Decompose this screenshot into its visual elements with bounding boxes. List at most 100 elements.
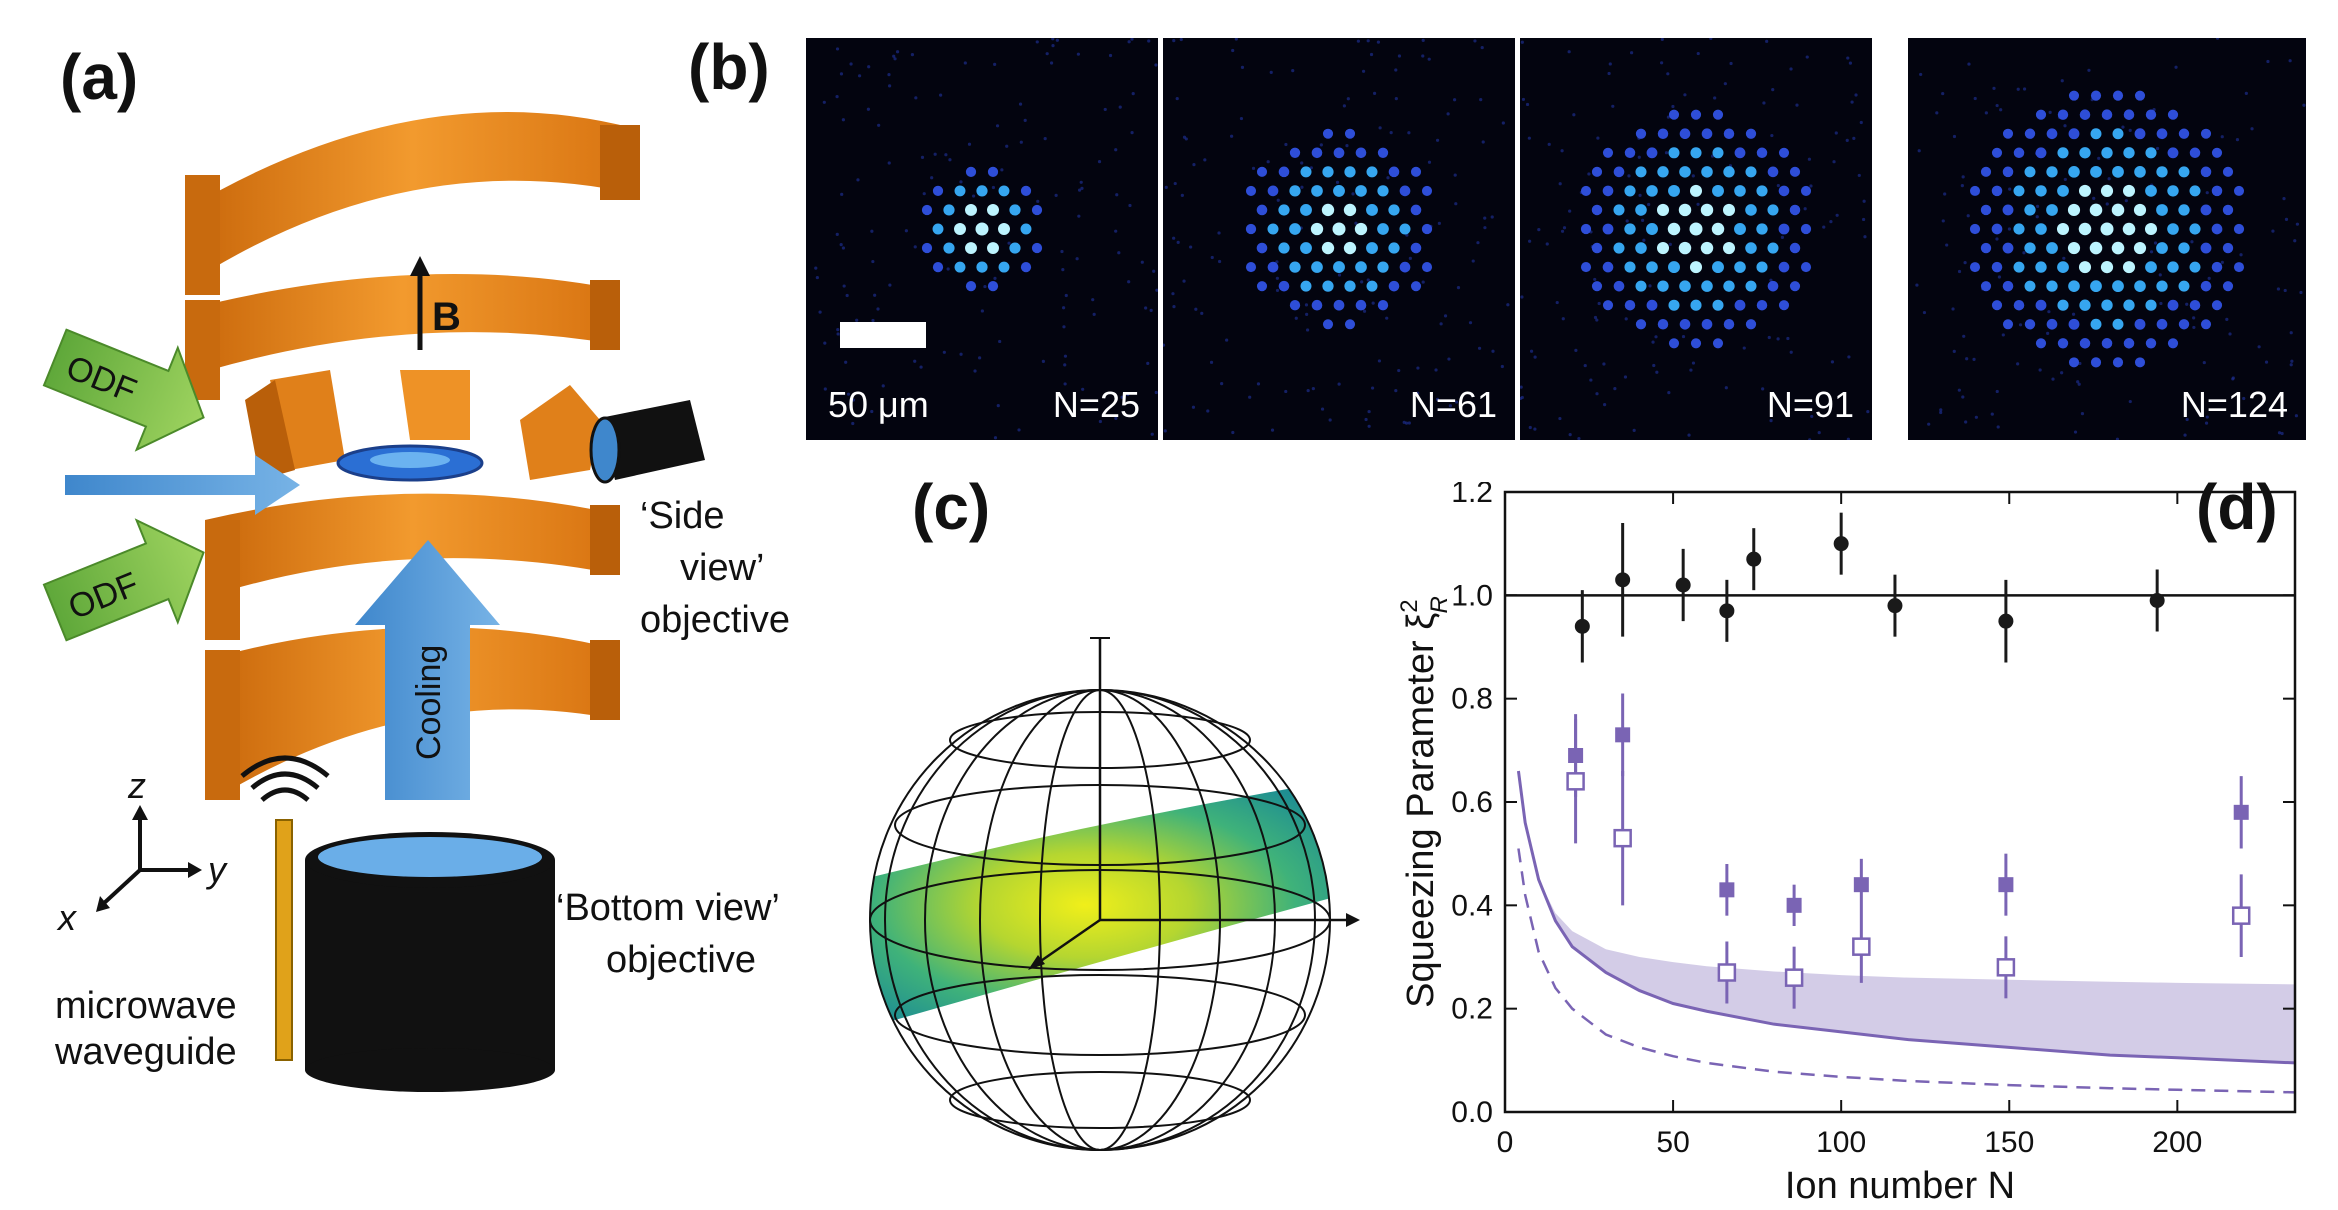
ion — [1366, 242, 1378, 254]
ion — [1646, 299, 1658, 311]
ion — [2167, 147, 2179, 159]
ion — [954, 185, 966, 197]
ion — [2056, 222, 2070, 236]
ion — [1333, 299, 1345, 311]
ion — [2057, 185, 2069, 197]
y-tick-label: 0.8 — [1451, 683, 1493, 716]
data-point — [1852, 937, 1871, 956]
ion — [1712, 184, 1724, 197]
ion — [2134, 357, 2146, 368]
ion — [1723, 166, 1735, 178]
ion — [1366, 204, 1378, 216]
y-tick-label: 0.2 — [1451, 993, 1493, 1026]
ion — [1980, 166, 1992, 177]
ion — [987, 281, 999, 292]
ion — [2222, 242, 2234, 254]
ion — [2024, 242, 2036, 254]
ion — [2134, 128, 2146, 140]
ion — [2111, 241, 2125, 255]
ion — [1332, 222, 1346, 236]
ion — [2090, 128, 2102, 140]
ion-lattice — [921, 166, 1043, 292]
ion — [1624, 147, 1636, 159]
ion — [2068, 128, 2080, 140]
axis-x-label: x — [56, 897, 78, 938]
ion — [1343, 203, 1357, 217]
ion — [1734, 185, 1746, 197]
ion — [1701, 318, 1713, 330]
ion — [1399, 261, 1411, 273]
ion — [2156, 280, 2168, 292]
field-label: B — [432, 295, 461, 339]
ion — [1667, 222, 1681, 236]
ion — [975, 222, 989, 236]
ion-count-label: N=61 — [1409, 384, 1497, 425]
ion — [1991, 147, 2003, 158]
ion — [1410, 166, 1422, 177]
ion — [2046, 242, 2058, 254]
data-point — [1566, 772, 1585, 791]
sphere-x-axis — [1034, 918, 1101, 967]
ion — [1767, 242, 1779, 254]
ion — [1388, 204, 1400, 216]
ion-lattice — [1580, 109, 1812, 349]
ion — [1020, 261, 1032, 273]
ion — [921, 204, 933, 216]
ion — [1256, 166, 1268, 177]
ion — [1602, 185, 1614, 197]
ion — [1991, 223, 2003, 235]
ion — [2112, 280, 2124, 293]
y-tick-label: 1.0 — [1451, 579, 1493, 612]
data-point — [1853, 877, 1869, 893]
ion — [1635, 128, 1647, 139]
ion-count-label: N=25 — [1052, 384, 1140, 425]
ion — [2068, 280, 2080, 292]
ion — [1756, 261, 1768, 273]
ion — [2002, 128, 2014, 139]
cooling-label: Cooling — [410, 645, 448, 760]
ion — [1711, 222, 1725, 236]
ion — [1969, 262, 1981, 273]
ion — [2112, 165, 2124, 178]
data-point — [1615, 572, 1631, 588]
ion — [1613, 280, 1625, 292]
ion — [1668, 184, 1680, 197]
ion — [1678, 241, 1692, 255]
data-point — [2233, 804, 2249, 820]
ion — [2233, 185, 2245, 196]
ion — [2079, 338, 2091, 349]
ion — [2145, 261, 2157, 273]
ion — [2090, 318, 2102, 330]
ion — [2122, 184, 2136, 197]
ion — [987, 203, 999, 216]
ion — [2189, 147, 2201, 159]
side-view-label-1: ‘Side — [640, 495, 725, 537]
ion — [1701, 128, 1713, 140]
ion — [1322, 319, 1334, 330]
ion — [1602, 147, 1614, 158]
ion — [2101, 109, 2113, 120]
odf-beam-upper: ODF — [42, 328, 205, 452]
ion — [1734, 299, 1746, 311]
ion — [1778, 300, 1790, 311]
ion — [2089, 203, 2103, 217]
ion — [2079, 109, 2091, 120]
ion — [1602, 300, 1614, 311]
ion — [1722, 203, 1736, 216]
ion — [1377, 261, 1389, 273]
ion — [1602, 261, 1614, 273]
ion — [1969, 185, 1981, 196]
ion — [1410, 204, 1422, 216]
data-point — [1719, 603, 1735, 619]
data-point — [1574, 618, 1590, 634]
bottom-view-label-1: ‘Bottom view’ — [556, 887, 780, 929]
squeezing-chart: 0 50 100 150 200 0.0 0.2 0.4 0.6 0.8 1.0 1.2 Ion num… — [1400, 482, 2297, 1202]
ion — [1668, 261, 1680, 274]
y-tick-label: 0.6 — [1451, 786, 1493, 819]
ion — [2112, 90, 2124, 101]
ion — [2134, 166, 2146, 178]
ion — [1256, 242, 1268, 254]
ion — [2178, 242, 2190, 254]
ion — [1668, 109, 1680, 120]
data-point — [1615, 727, 1631, 743]
